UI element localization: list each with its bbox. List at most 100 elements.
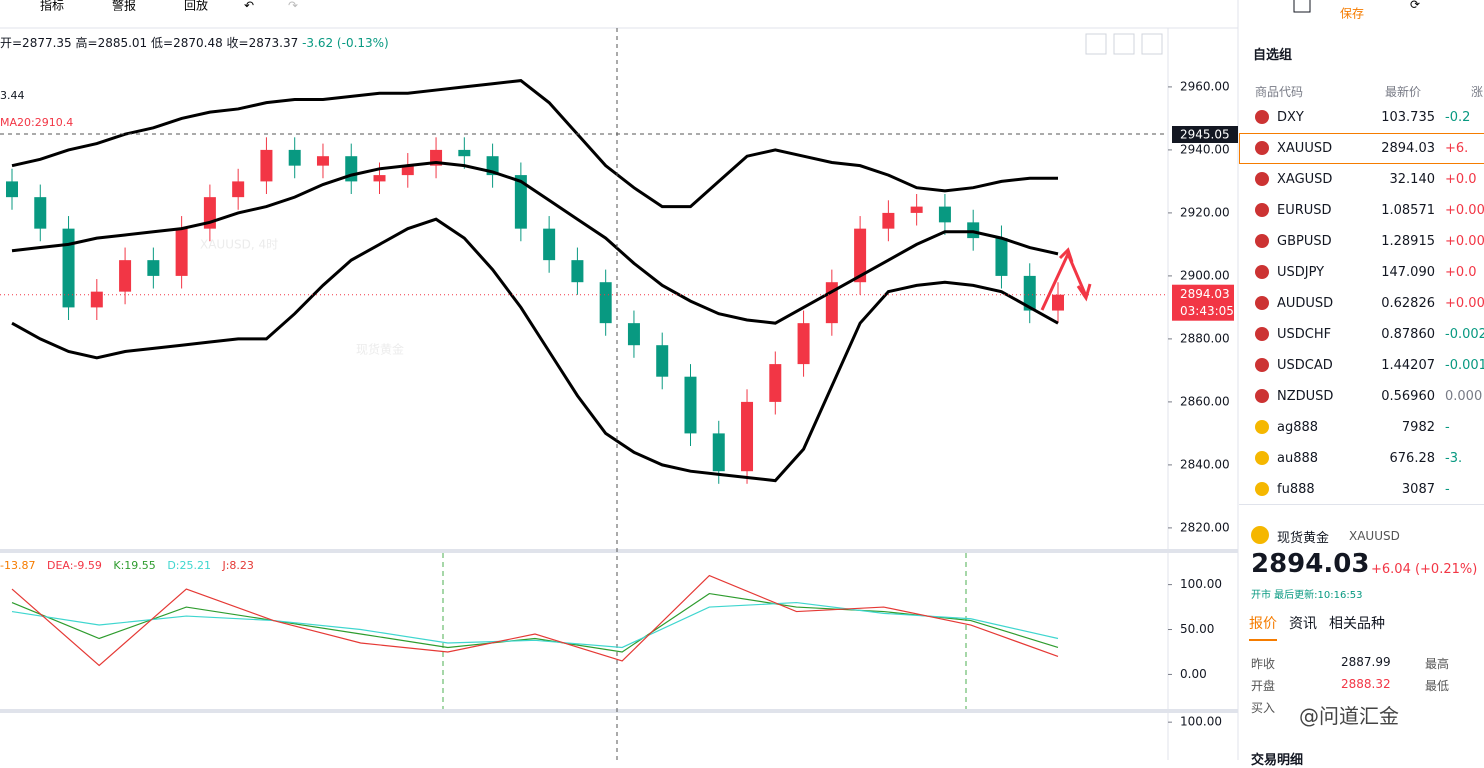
- toolbar-button[interactable]: 警报: [112, 0, 136, 13]
- last-price: 147.090: [1381, 265, 1435, 280]
- candle-body: [599, 282, 612, 324]
- last-price: 676.28: [1389, 451, 1436, 466]
- symbol[interactable]: ag888: [1277, 420, 1319, 435]
- legend-close: 收=2873.37: [226, 36, 299, 50]
- band-line: [11, 79, 1058, 209]
- pane-divider: [0, 709, 1238, 713]
- candle-body: [741, 401, 754, 472]
- change: -: [1445, 420, 1450, 435]
- icon[interactable]: [1293, 0, 1311, 13]
- symbol[interactable]: USDCAD: [1277, 358, 1333, 373]
- column-header: 涨: [1471, 85, 1484, 99]
- row-highlight[interactable]: [1239, 133, 1484, 164]
- detail-panel: 现货黄金 XAUUSD 2894.03 +6.04 (+0.21%) 开市 最后…: [1239, 504, 1484, 768]
- y-tick-label: 50.00: [1180, 622, 1214, 636]
- y-tick-label: 100.00: [1180, 577, 1222, 591]
- change: -0.001: [1445, 358, 1484, 373]
- symbol[interactable]: EURUSD: [1277, 203, 1332, 218]
- symbol[interactable]: XAGUSD: [1277, 172, 1333, 187]
- pane-button[interactable]: [1141, 33, 1163, 55]
- legend-open: 开=2877.35: [0, 36, 72, 50]
- last-price: 2894.03: [1381, 141, 1435, 156]
- j-label: J:8.23: [222, 559, 254, 572]
- symbol[interactable]: DXY: [1277, 110, 1304, 125]
- last-price: 0.62826: [1381, 296, 1435, 311]
- candle-body: [967, 222, 980, 239]
- kdj-legend: -13.87 DEA:-9.59 K:19.55 D:25.21 J:8.23: [0, 559, 254, 572]
- annotation-arrowhead: [1058, 247, 1092, 302]
- row-icon: [1255, 265, 1269, 279]
- tab[interactable]: 资讯: [1289, 616, 1317, 632]
- last-price: 3087: [1401, 482, 1435, 497]
- change: +0.000: [1445, 296, 1484, 311]
- redo-icon[interactable]: ↷: [288, 0, 298, 13]
- pane-button[interactable]: [1085, 33, 1107, 55]
- ma-label: MA20:2910.4: [0, 116, 74, 129]
- y-tick-label: 2880.00: [1180, 331, 1230, 345]
- candle-body: [175, 228, 188, 276]
- last-price: 0.87860: [1381, 327, 1435, 342]
- last-price: 1.28915: [1381, 234, 1435, 249]
- symbol[interactable]: GBPUSD: [1277, 234, 1332, 249]
- symbol[interactable]: USDJPY: [1277, 265, 1325, 280]
- last-price: 0.56960: [1381, 389, 1435, 404]
- watermark: 现货黄金: [356, 342, 404, 357]
- tab[interactable]: 相关品种: [1329, 616, 1385, 632]
- candle-body: [373, 175, 386, 182]
- symbol[interactable]: AUDUSD: [1277, 296, 1334, 311]
- row-icon: [1255, 420, 1269, 434]
- quote-cell: 最低: [1425, 679, 1450, 693]
- macd-label: -13.87: [0, 559, 36, 572]
- icon[interactable]: ⟳: [1410, 0, 1420, 12]
- symbol[interactable]: au888: [1277, 451, 1319, 466]
- change: 0.000: [1445, 389, 1483, 404]
- row-icon: [1255, 172, 1269, 186]
- change: +0.002: [1445, 203, 1484, 218]
- crosshair-label: [1172, 126, 1238, 143]
- legend-change: -3.62 (-0.13%): [302, 36, 389, 50]
- quote-cell: 2888.32: [1341, 677, 1391, 691]
- candle-body: [458, 149, 471, 157]
- row-icon: [1255, 141, 1269, 155]
- candle-body: [938, 206, 951, 223]
- row-icon: [1255, 482, 1269, 496]
- candle-body: [401, 165, 414, 176]
- candle-body: [62, 228, 75, 308]
- toolbar-button[interactable]: 指标: [40, 0, 64, 13]
- row-icon: [1255, 358, 1269, 372]
- last-price: 2894.03: [1251, 549, 1370, 579]
- change: -0.002: [1445, 327, 1484, 342]
- crosshair-value: 2945.05: [1180, 128, 1230, 142]
- candle-body: [147, 260, 160, 276]
- y-tick-label: 2960.00: [1180, 79, 1230, 93]
- candle-body: [514, 175, 527, 229]
- symbol[interactable]: fu888: [1277, 482, 1315, 497]
- y-tick-label: 2920.00: [1180, 205, 1230, 219]
- k-label: K:19.55: [113, 559, 156, 572]
- d-label: D:25.21: [167, 559, 211, 572]
- symbol-icon: [1251, 526, 1269, 544]
- row-icon: [1255, 296, 1269, 310]
- save-button[interactable]: 保存: [1340, 7, 1364, 21]
- last-price: 103.735: [1381, 110, 1435, 125]
- candle-body: [627, 323, 640, 346]
- pane-button[interactable]: [1113, 33, 1135, 55]
- symbol[interactable]: USDCHF: [1277, 327, 1332, 342]
- undo-icon[interactable]: ↶: [244, 0, 254, 13]
- change: -: [1445, 482, 1450, 497]
- candle-body: [910, 206, 923, 213]
- candle-body: [90, 291, 103, 308]
- candle-body: [1023, 275, 1036, 311]
- row-icon: [1255, 110, 1269, 124]
- tab[interactable]: 报价: [1249, 613, 1277, 641]
- candle-body: [232, 181, 245, 198]
- last-price: 7982: [1401, 420, 1435, 435]
- symbol[interactable]: XAUUSD: [1277, 141, 1333, 156]
- symbol[interactable]: NZDUSD: [1277, 389, 1334, 404]
- y-tick-label: 100.00: [1180, 715, 1222, 729]
- toolbar-button[interactable]: 回放: [184, 0, 208, 13]
- change: +6.: [1445, 141, 1469, 156]
- watchlist-title[interactable]: 自选组: [1253, 48, 1293, 63]
- y-tick-label: 0.00: [1180, 667, 1207, 681]
